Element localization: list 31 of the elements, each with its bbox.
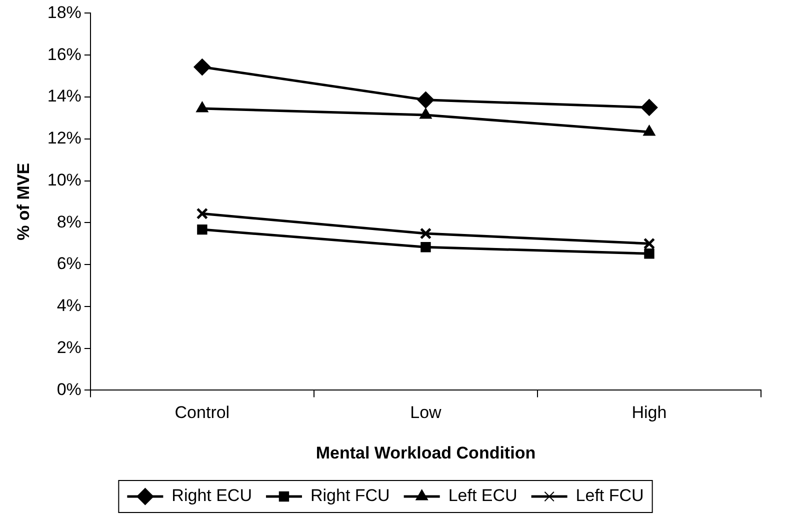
legend-label: Left FCU [576,486,644,506]
y-axis-title: % of MVE [14,162,33,240]
x-tick-label: Low [410,403,442,422]
point [644,248,654,259]
y-tick-label: 0% [56,380,82,399]
y-tick-label: 16% [47,44,82,64]
y-tick-label: 18% [47,2,82,22]
y-tick-label: 6% [56,254,82,274]
y-tick-label: 2% [56,338,82,357]
legend-label: Left ECU [448,486,518,506]
x-axis-title: Mental Workload Condition [316,443,536,462]
y-tick-label: 14% [47,86,82,106]
point [420,228,432,240]
point [197,224,208,235]
y-tick-label: 12% [47,128,82,148]
y-tick-label: 8% [56,212,82,232]
point [417,91,434,108]
x-tick-label: High [632,403,667,422]
point [640,98,658,116]
point [643,124,656,136]
y-tick-label: 4% [56,296,82,316]
point [196,101,208,112]
y-tick-label: 10% [47,170,82,190]
legend-label: Right ECU [172,486,252,506]
point [420,108,432,119]
point [643,238,656,250]
point [194,58,211,76]
legend-label: Right FCU [310,486,390,506]
x-tick-label: Control [174,403,230,422]
point [196,208,208,220]
point [420,242,431,252]
